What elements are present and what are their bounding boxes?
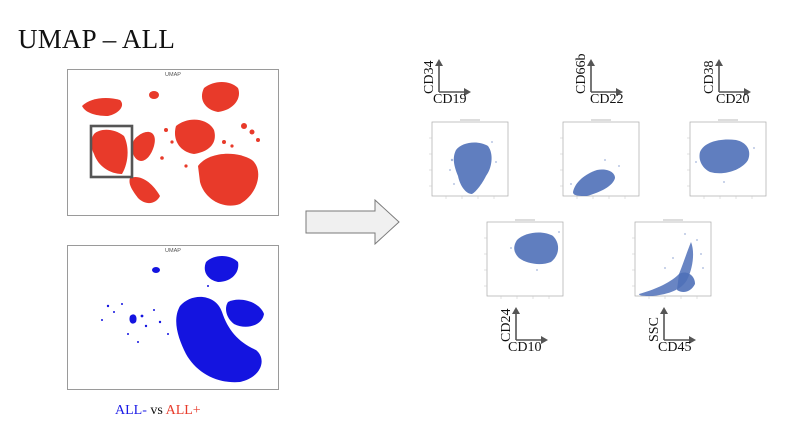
cluster-upper-right [204,256,239,282]
flow-plot-cd38-vs-cd20 [684,118,768,202]
cluster-lower-right [198,153,259,206]
flow-plot-cd24-vs-cd10 [481,218,565,302]
y-axis-label: CD34 [422,60,437,94]
y-axis-label: CD24 [499,308,514,342]
umap-plot-title: UMAP [165,72,181,78]
cluster-center-right [174,119,215,154]
y-axis-label: SSC [647,317,662,342]
cluster-middle-right [226,299,264,327]
cluster-boxed-left [91,129,128,174]
x-axis-label: CD22 [590,92,624,107]
cluster-upper-left [82,98,123,116]
umap-all-positive-plot: UMAP [67,69,279,216]
umap-all-negative-plot: UMAP [67,245,279,390]
cluster-large-lower [176,296,262,383]
legend-all-positive: ALL+ [165,403,201,418]
right-arrow-icon [305,199,400,245]
cluster-upper-right [201,82,240,112]
legend-all-negative: ALL- [115,403,147,418]
axis-indicator-cd38-cd20: CD38 CD20 [702,58,762,118]
x-axis-label: CD19 [433,92,467,107]
flow-plot-cd34-vs-cd19 [426,118,510,202]
axis-indicator-cd24-cd10: CD24 CD10 [499,306,559,366]
cluster-small-top [152,267,160,273]
flow-plot-cd66b-vs-cd22 [557,118,641,202]
umap-all-positive-scatter [82,82,260,206]
cluster-lower-left [129,314,137,324]
x-axis-label: CD10 [508,340,542,355]
y-axis-label: CD66b [574,53,589,94]
flow-plot-ssc-vs-cd45 [629,218,713,302]
slide-title: UMAP – ALL [18,24,176,54]
x-axis-label: CD45 [658,340,692,355]
axis-indicator-ssc-cd45: SSC CD45 [647,306,707,366]
y-axis-label: CD38 [702,60,717,94]
umap-plot-title: UMAP [165,248,181,254]
umap-all-negative-scatter [101,256,264,383]
axis-indicator-cd66b-cd22: CD66b CD22 [574,54,634,118]
cluster-center [131,131,155,161]
legend-vs: vs [146,403,166,418]
axis-indicator-cd34-cd19: CD34 CD19 [422,58,482,118]
cluster-lower-left [129,176,160,204]
legend: ALL- vs ALL+ [115,403,201,419]
x-axis-label: CD20 [716,92,750,107]
highlight-box [89,124,134,179]
cluster-small-top [149,91,159,99]
